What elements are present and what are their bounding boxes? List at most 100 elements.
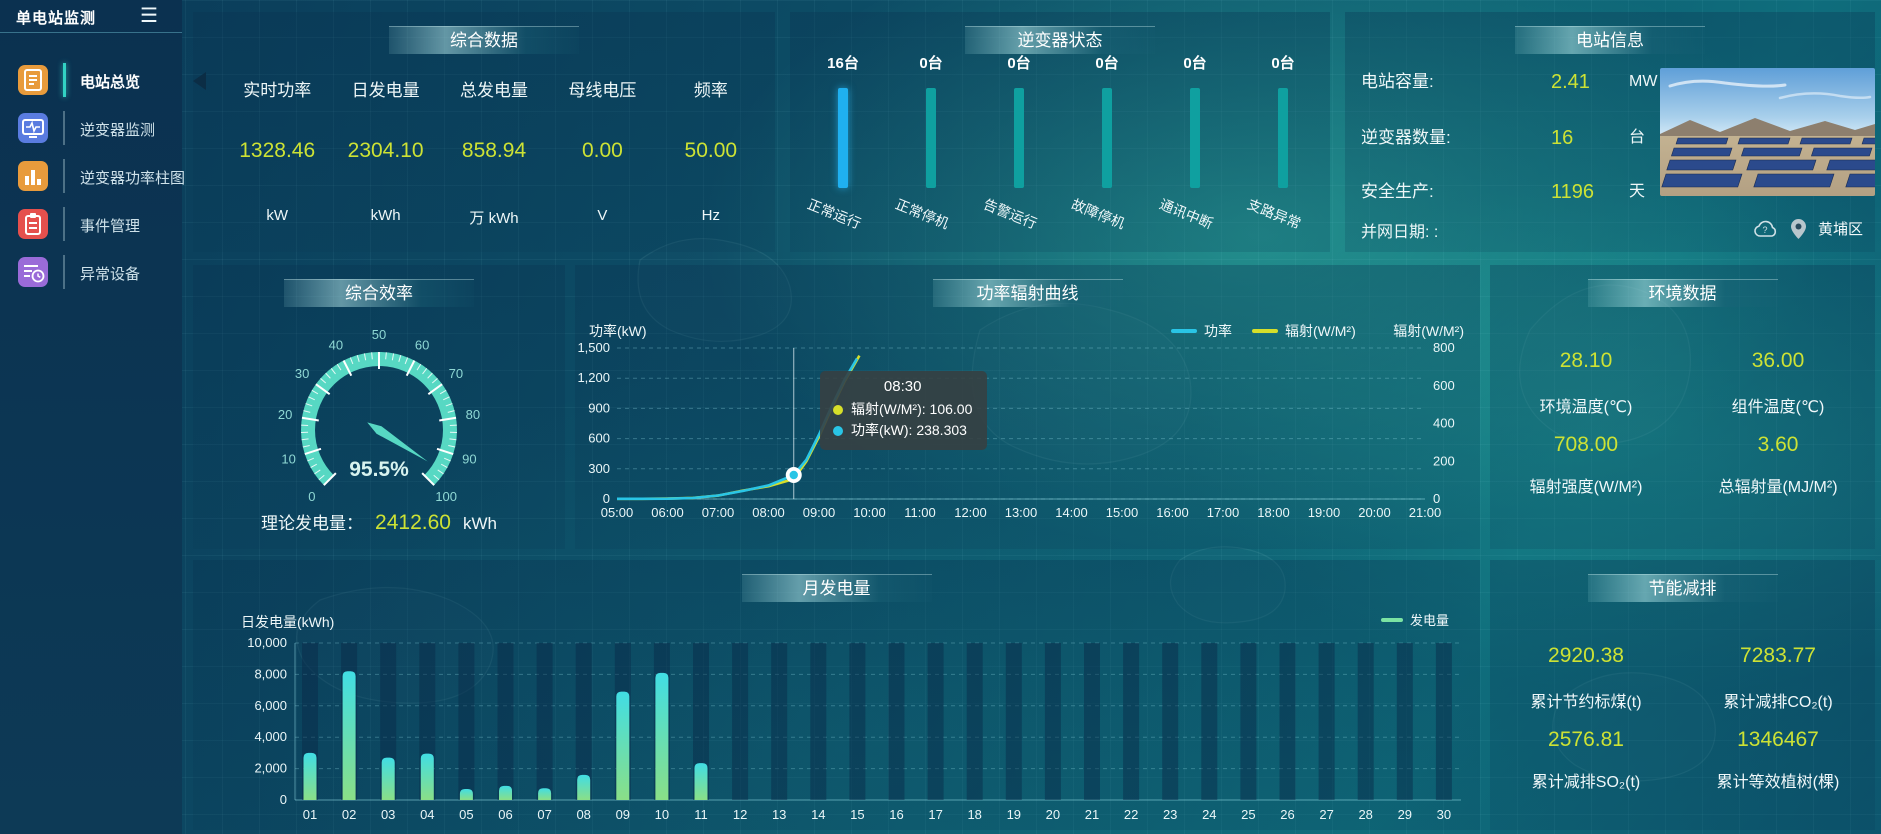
- svg-text:05: 05: [459, 807, 473, 822]
- bar-background: [1279, 643, 1296, 800]
- generation-bar-day-05[interactable]: [459, 789, 473, 800]
- location-pin-icon[interactable]: [1790, 218, 1806, 239]
- svg-text:40: 40: [329, 337, 343, 352]
- svg-text:100: 100: [435, 489, 457, 504]
- monthly-bar-chart[interactable]: 10,000 8,000 6,000 4,000 2,000 0 01 02 03 04 05 06 0…: [193, 560, 1480, 830]
- inverter-count: 16台: [827, 55, 859, 72]
- inverter-status-column[interactable]: 0台 告警运行: [974, 12, 1064, 252]
- inverter-status-column[interactable]: 0台 正常停机: [886, 12, 976, 252]
- inverter-status-bar: [1102, 88, 1112, 188]
- svg-text:15: 15: [850, 807, 864, 822]
- tooltip-series-dot: [833, 425, 843, 436]
- svg-text:19: 19: [1007, 807, 1021, 822]
- theoretical-unit: kWh: [462, 514, 497, 533]
- svg-text:1,200: 1,200: [577, 370, 610, 385]
- theoretical-label: 理论发电量：: [261, 514, 364, 533]
- svg-text:02: 02: [342, 807, 356, 822]
- legend-item-辐射(W/M²)[interactable]: 辐射(W/M²): [1252, 321, 1356, 341]
- tooltip-text: 功率(kW): 238.303: [851, 422, 967, 438]
- sidebar-item-label: 事件管理: [80, 218, 141, 235]
- bar-background: [810, 643, 827, 800]
- generation-bar-day-01[interactable]: [303, 752, 317, 800]
- inverter-status-column[interactable]: 0台 故障停机: [1062, 12, 1152, 252]
- menu-divider: [63, 207, 65, 241]
- svg-text:07: 07: [537, 807, 551, 822]
- bar-background: [1396, 643, 1413, 800]
- tooltip-text: 辐射(W/M²): 106.00: [851, 401, 973, 417]
- bar-background: [1162, 643, 1179, 800]
- legend-item-功率[interactable]: 功率: [1171, 321, 1232, 341]
- sidebar-item-3[interactable]: 逆变器功率柱图: [0, 152, 185, 200]
- generation-bar-day-04[interactable]: [420, 753, 434, 800]
- inverter-status-column[interactable]: 0台 通讯中断: [1150, 12, 1240, 252]
- sidebar-item-5[interactable]: 异常设备: [0, 248, 182, 296]
- legend-item-generation[interactable]: 发电量: [1381, 610, 1449, 629]
- sidebar-item-1[interactable]: 电站总览: [0, 56, 182, 104]
- svg-text:11: 11: [694, 807, 708, 822]
- panel-comprehensive-data: 综合数据 实时功率 1328.46 kW 日发电量 2304.10 kWh 总发电量 858.…: [193, 12, 775, 252]
- savings-metric-value: 7283.77: [1740, 644, 1816, 667]
- environment-metric-label: 组件温度(℃): [1731, 399, 1825, 416]
- generation-bar-day-10[interactable]: [655, 672, 669, 800]
- generation-bar-day-11[interactable]: [694, 763, 708, 800]
- metric-label: 日发电量: [351, 81, 420, 100]
- generation-bar-day-03[interactable]: [381, 757, 395, 800]
- generation-bar-day-09[interactable]: [616, 691, 630, 800]
- savings-metric-label: 累计节约标煤(t): [1530, 694, 1642, 711]
- hamburger-menu-icon[interactable]: ☰: [140, 5, 158, 27]
- sidebar-collapse-arrow-icon[interactable]: [193, 72, 206, 90]
- abnormal-device-icon: [18, 257, 48, 287]
- svg-text:0: 0: [308, 489, 315, 504]
- weather-cloud-icon[interactable]: ?: [1753, 220, 1779, 238]
- metric-label: 频率: [693, 81, 728, 100]
- station-info-row: 逆变器数量: 16 台: [1361, 126, 1645, 150]
- svg-text:0: 0: [603, 491, 610, 506]
- generation-bar-day-08[interactable]: [577, 774, 591, 800]
- sidebar-item-2[interactable]: 逆变器监测: [0, 104, 182, 152]
- svg-text:900: 900: [588, 400, 610, 415]
- svg-text:26: 26: [1280, 807, 1294, 822]
- metric-unit: kWh: [370, 207, 401, 224]
- station-row-unit: MW: [1629, 73, 1658, 90]
- metric-label: 总发电量: [460, 81, 529, 100]
- inverter-status-column[interactable]: 16台 正常运行: [798, 12, 888, 252]
- environment-metric-label: 总辐射量(MJ/M²): [1718, 479, 1838, 496]
- svg-text:18:00: 18:00: [1257, 505, 1290, 520]
- svg-text:17:00: 17:00: [1207, 505, 1240, 520]
- power-bars-icon: [18, 161, 48, 191]
- inverter-status-bar: [1278, 88, 1288, 188]
- generation-bar-day-07[interactable]: [538, 788, 552, 800]
- inverter-status-column[interactable]: 0台 支路异常: [1238, 12, 1328, 252]
- svg-text:17: 17: [928, 807, 942, 822]
- panel-title-monthly: 月发电量: [741, 574, 932, 602]
- svg-text:0: 0: [280, 792, 287, 807]
- svg-text:07:00: 07:00: [702, 505, 735, 520]
- panel-station-info: 电站信息 电站容量: 2.41 MW 逆变器数量: 16 台安全生产: 1196 天: [1345, 12, 1875, 252]
- sidebar: 单电站监测 ☰ 电站总览 逆变器监测 逆变器功率柱图 事件管理 异常设备: [0, 0, 185, 834]
- bar-background: [1357, 643, 1374, 800]
- panel-energy-savings: 节能减排 2920.38 累计节约标煤(t) 7283.77 累计减排CO₂(t) 25…: [1490, 560, 1875, 830]
- svg-text:800: 800: [1433, 340, 1455, 355]
- svg-text:23: 23: [1163, 807, 1177, 822]
- svg-text:18: 18: [967, 807, 981, 822]
- metric-unit: 万 kWh: [469, 210, 519, 227]
- inverter-count: 0台: [919, 55, 943, 72]
- generation-bar-day-02[interactable]: [342, 671, 356, 800]
- sidebar-item-4[interactable]: 事件管理: [0, 200, 182, 248]
- svg-text:25: 25: [1241, 807, 1255, 822]
- metric-column: 日发电量 2304.10 kWh: [331, 12, 439, 252]
- inverter-count: 0台: [1271, 55, 1295, 72]
- svg-text:13:00: 13:00: [1005, 505, 1038, 520]
- bar-background: [1123, 643, 1140, 800]
- bar-background: [771, 643, 788, 800]
- svg-text:14: 14: [811, 807, 825, 822]
- generation-bar-day-06[interactable]: [499, 785, 512, 800]
- svg-text:13: 13: [772, 807, 786, 822]
- svg-text:09:00: 09:00: [803, 505, 836, 520]
- svg-text:08: 08: [576, 807, 590, 822]
- bar-background: [693, 643, 709, 800]
- svg-text:95.5%: 95.5%: [349, 458, 409, 481]
- svg-text:90: 90: [462, 451, 476, 466]
- metric-unit: kW: [266, 207, 289, 224]
